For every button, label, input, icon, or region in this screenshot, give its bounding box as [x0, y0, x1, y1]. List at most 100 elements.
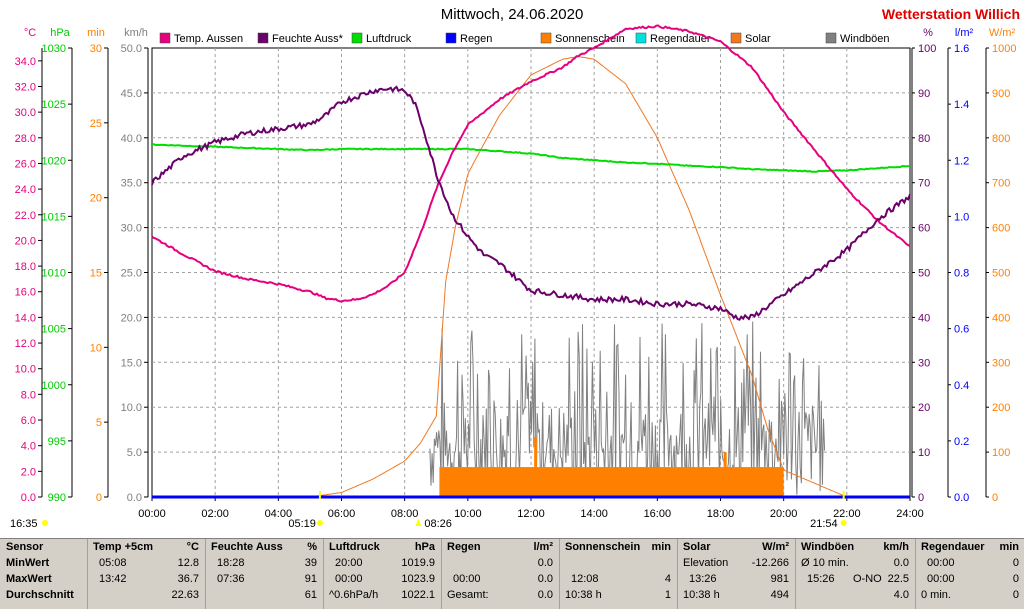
- series-sonnenschein-spike-1: [723, 452, 727, 497]
- right-axis-2-label-6: 400: [992, 312, 1010, 324]
- press-min: 1019.9: [401, 557, 435, 569]
- press-head: Luftdruck: [329, 541, 380, 553]
- right-axis-unit-1: l/m²: [955, 27, 974, 39]
- series-luftdruck: [151, 143, 911, 173]
- right-axis-1-label-2: 1.2: [954, 155, 969, 167]
- left-axis-unit-3: km/h: [124, 27, 148, 39]
- sunrise-label: 05:19: [288, 518, 316, 530]
- left-axis-2-label-2: 20: [90, 193, 102, 205]
- left-axis-0-label-11: 12.0: [15, 338, 36, 350]
- temp-max: 36.7: [177, 573, 199, 585]
- wind-head: Windböen: [801, 541, 855, 553]
- rain-max-time: 00:00: [453, 573, 481, 585]
- press-trend: ^0.6hPa/h: [329, 589, 379, 601]
- left-axis-0-label-9: 16.0: [15, 287, 36, 299]
- left-axis-1-label-1: 1025: [42, 99, 66, 111]
- legend-swatch-3: [445, 32, 457, 44]
- x-tick-label-5: 10:00: [454, 508, 482, 520]
- left-axis-1-label-2: 1020: [42, 155, 66, 167]
- right-axis-0-label-3: 70: [918, 178, 930, 190]
- weather-chart: 00:00 02:00 04:00 06:00 08:00 10:00 12:00 14:00…: [10, 24, 1016, 530]
- right-axis-0-label-10: 0: [918, 492, 924, 504]
- right-axis-2-label-4: 600: [992, 223, 1010, 235]
- right-axis-0-label-9: 10: [918, 447, 930, 459]
- rain-total: 0.0: [537, 589, 553, 601]
- left-axis-1-label-7: 995: [48, 436, 66, 448]
- wind-max: 22.5: [887, 573, 909, 585]
- left-axis-3-label-2: 40.0: [121, 133, 142, 145]
- legend-swatch-7: [825, 32, 837, 44]
- right-axis-unit-0: %: [923, 27, 933, 39]
- left-axis-3-label-0: 50.0: [121, 43, 142, 55]
- wind-max-time: 15:26: [807, 573, 835, 585]
- series-sonnenschein-spike-0: [534, 437, 538, 497]
- rain-unit: l/m²: [533, 541, 553, 553]
- right-axis-0-label-1: 90: [918, 88, 930, 100]
- left-axis-0-label-3: 28.0: [15, 133, 36, 145]
- press-avg: 1022.1: [401, 589, 435, 601]
- legend-swatch-2: [351, 32, 363, 44]
- temp-max-time: 13:42: [99, 573, 127, 585]
- right-axis-1-label-6: 0.4: [954, 380, 969, 392]
- x-tick-label-1: 02:00: [201, 508, 229, 520]
- hum-max: 91: [304, 573, 317, 585]
- legend-label-0: Temp. Aussen: [174, 33, 243, 45]
- left-axis-0-label-10: 14.0: [15, 312, 36, 324]
- rdur-head: Regendauer: [921, 541, 985, 553]
- rain-min: 0.0: [537, 557, 553, 569]
- sun-max-time: 12:08: [571, 573, 599, 585]
- x-tick-label-10: 20:00: [770, 508, 798, 520]
- right-axis-2-label-5: 500: [992, 268, 1010, 280]
- right-axis-2-label-9: 100: [992, 447, 1010, 459]
- press-unit: hPa: [414, 541, 435, 553]
- rain-max: 0.0: [537, 573, 553, 585]
- solar-elev: -12.266: [751, 557, 789, 569]
- right-axis-0-label-7: 30: [918, 357, 930, 369]
- x-tick-label-8: 16:00: [644, 508, 672, 520]
- x-tick-label-12: 24:00: [896, 508, 924, 520]
- right-axis-1-label-5: 0.6: [954, 324, 969, 336]
- x-tick-label-2: 04:00: [265, 508, 293, 520]
- x-tick-label-3: 06:00: [328, 508, 356, 520]
- left-axis-0-label-15: 4.0: [21, 441, 36, 453]
- legend-label-3: Regen: [460, 33, 492, 45]
- legend-label-1: Feuchte Auss*: [272, 33, 344, 45]
- left-axis-3-label-9: 5.0: [127, 447, 142, 459]
- press-min-time: 20:00: [335, 557, 363, 569]
- left-axis-3-label-4: 30.0: [121, 223, 142, 235]
- marker-extra-icon: [415, 519, 422, 526]
- row-label-avg: Durchschnitt: [6, 589, 74, 601]
- left-axis-0-label-1: 32.0: [15, 81, 36, 93]
- wind-avg10-label: Ø 10 min.: [801, 557, 849, 569]
- left-axis-1-label-5: 1005: [42, 324, 66, 336]
- right-axis-1-label-4: 0.8: [954, 268, 969, 280]
- legend-swatch-6: [730, 32, 742, 44]
- left-axis-2-label-6: 0: [96, 492, 102, 504]
- left-axis-2-label-4: 10: [90, 342, 102, 354]
- stats-row-labels: Sensor MinWert MaxWert Durchschnitt: [6, 539, 86, 609]
- left-axis-2-label-3: 15: [90, 268, 102, 280]
- rdur-min-time: 00:00: [927, 557, 955, 569]
- left-axis-3-label-1: 45.0: [121, 88, 142, 100]
- right-axis-1-label-8: 0.0: [954, 492, 969, 504]
- left-axis-0-label-17: 0.0: [21, 492, 36, 504]
- sun-head: Sonnenschein: [565, 541, 641, 553]
- press-max-time: 00:00: [335, 573, 363, 585]
- left-time-label: 16:35: [10, 518, 38, 530]
- right-axis-2-label-10: 0: [992, 492, 998, 504]
- legend-swatch-1: [257, 32, 269, 44]
- left-axis-3-label-7: 15.0: [121, 357, 142, 369]
- rdur-max-time: 00:00: [927, 573, 955, 585]
- right-axis-1-label-7: 0.2: [954, 436, 969, 448]
- row-label-min: MinWert: [6, 557, 50, 569]
- left-axis-unit-2: min: [87, 27, 105, 39]
- sun-duration: 10:38 h: [565, 589, 602, 601]
- left-axis-0-label-4: 26.0: [15, 158, 36, 170]
- left-axis-3-label-6: 20.0: [121, 312, 142, 324]
- stats-rain: Regen l/m² 0.0 00:00 0.0 Gesamt: 0.0: [447, 539, 557, 609]
- right-axis-2-label-7: 300: [992, 357, 1010, 369]
- stats-solar: Solar W/m² Elevation -12.266 13:26 981 10:3…: [683, 539, 793, 609]
- stats-pressure: Luftdruck hPa 20:00 1019.9 00:00 1023.9 ^0.…: [329, 539, 439, 609]
- legend-label-2: Luftdruck: [366, 33, 412, 45]
- stats-rain-duration: Regendauer min 00:00 0 00:00 0 0 min. 0: [921, 539, 1021, 609]
